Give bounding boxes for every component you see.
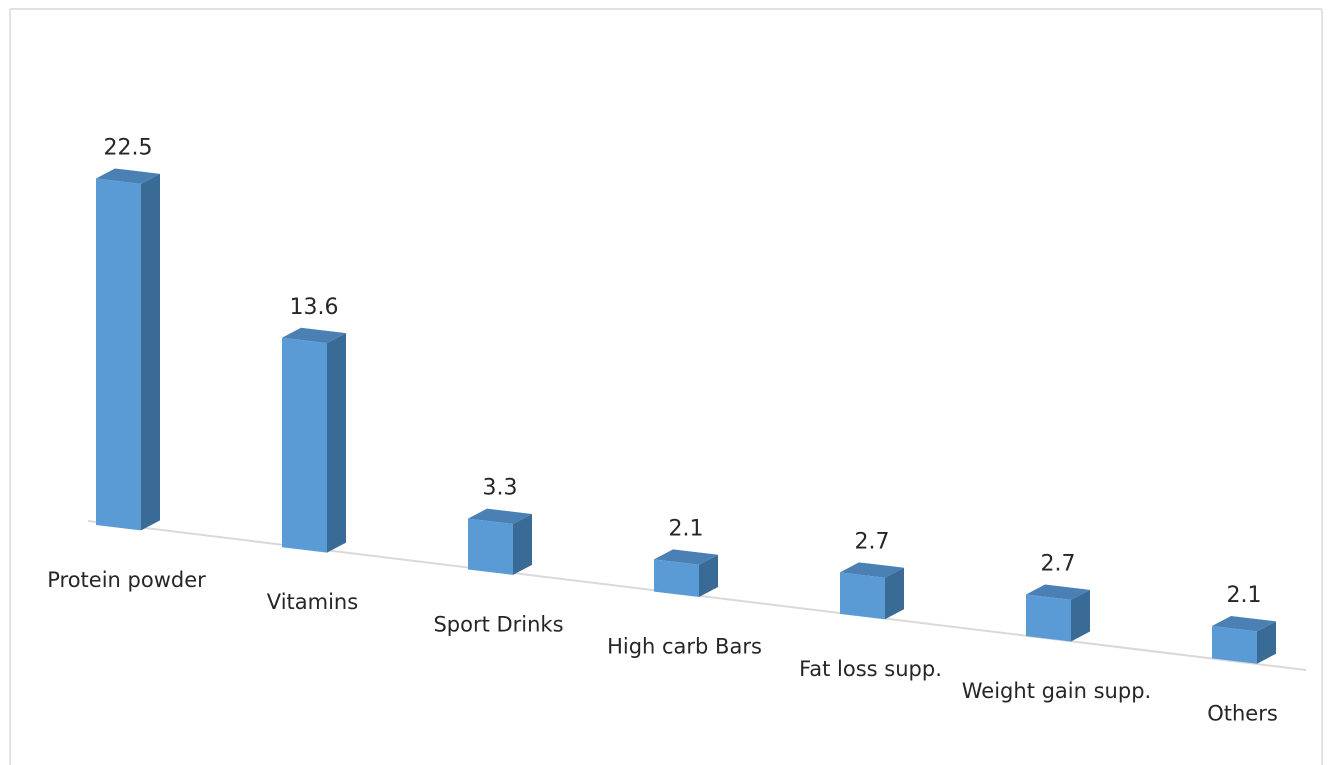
data-label: 2.7 (1041, 552, 1076, 577)
bar (468, 518, 513, 575)
bar (654, 559, 699, 598)
bar-top-face (654, 549, 718, 565)
bar-top-face (282, 327, 346, 344)
bar (840, 572, 885, 620)
bar-side-face (885, 567, 904, 620)
category-label: Vitamins (267, 590, 358, 614)
bar (282, 337, 327, 553)
bar-top-face (96, 168, 160, 184)
category-labels-layer: Protein powder Vitamins Sport Drinks High c… (47, 568, 1278, 725)
data-label: 2.1 (1227, 583, 1262, 608)
bar-top-face (840, 562, 904, 578)
data-label: 13.6 (290, 295, 339, 320)
category-label: Others (1207, 701, 1278, 725)
bar (1212, 626, 1257, 664)
bar-side-face (699, 554, 718, 598)
bar-side-face (513, 514, 532, 575)
bar-top-face (1026, 584, 1090, 600)
category-label: Fat loss supp. (799, 657, 942, 681)
bar-side-face (1071, 589, 1090, 642)
bars-layer (96, 168, 1276, 664)
category-label: High carb Bars (607, 635, 762, 659)
data-label: 3.3 (483, 476, 518, 501)
category-label: Weight gain supp. (962, 679, 1151, 703)
bar-side-face (1257, 621, 1276, 664)
bar-side-face (327, 333, 346, 553)
bar-top-face (468, 508, 532, 525)
bar-side-face (141, 173, 160, 531)
bar-top-face (1212, 616, 1276, 632)
category-label: Sport Drinks (433, 612, 563, 636)
data-label: 2.1 (669, 516, 704, 541)
data-label: 2.7 (855, 529, 890, 554)
bar (1026, 594, 1071, 642)
data-label: 22.5 (104, 136, 153, 161)
bar (96, 178, 141, 531)
value-labels-layer: 22.5 13.6 3.3 2.1 2.7 2.7 2.1 (104, 136, 1262, 609)
category-label: Protein powder (47, 568, 206, 592)
